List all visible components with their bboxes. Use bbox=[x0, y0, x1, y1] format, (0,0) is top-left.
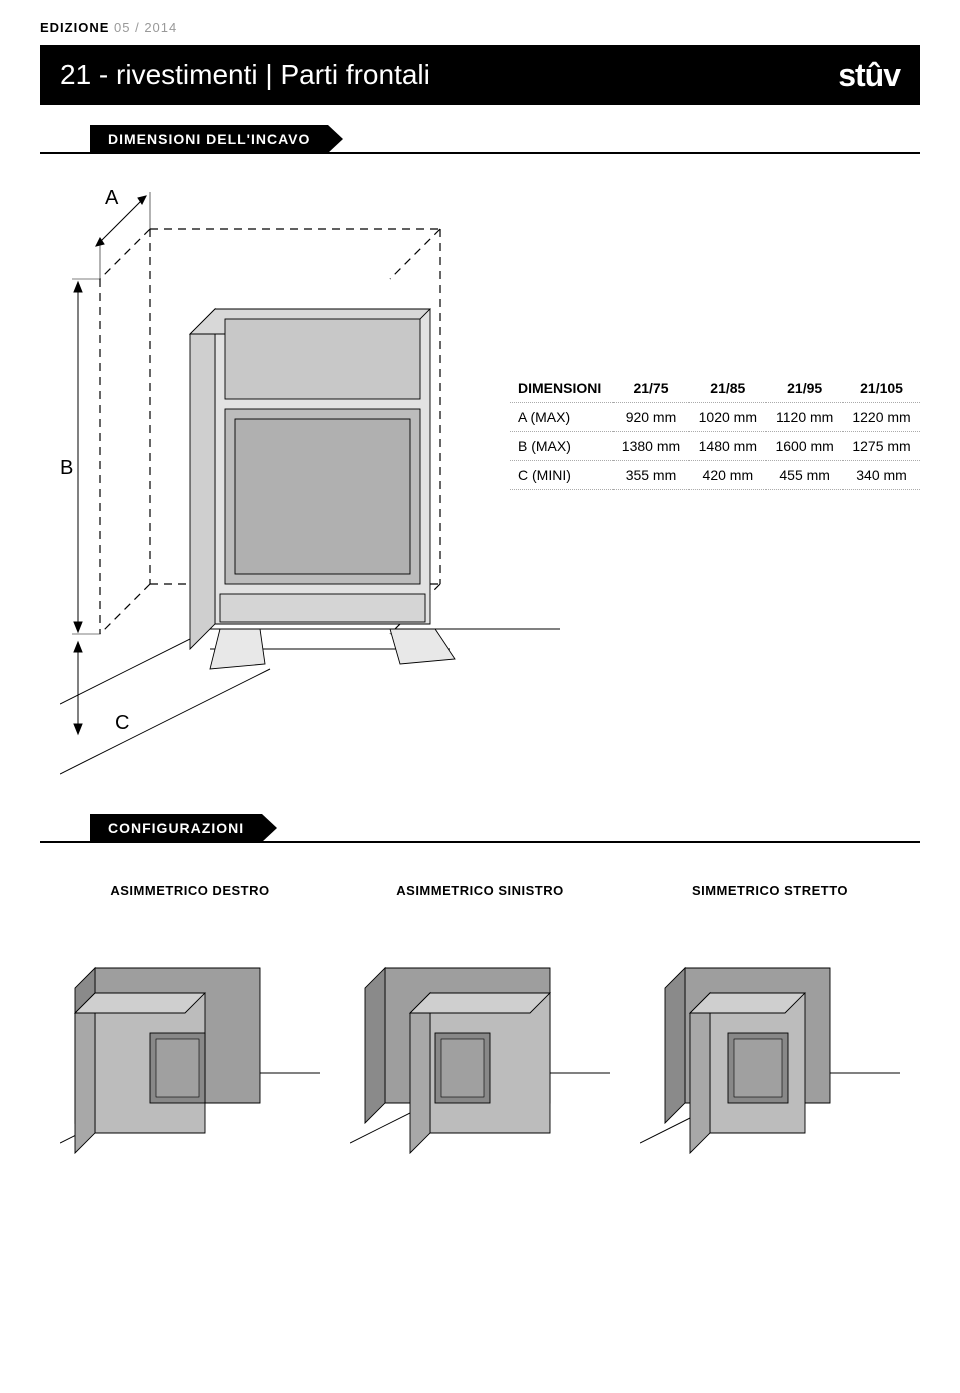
section-label-config: CONFIGURAZIONI bbox=[90, 814, 262, 842]
config-diagram-narrow bbox=[640, 933, 900, 1193]
main-diagram-area: A B C bbox=[40, 174, 920, 784]
title-bar: 21 - rivestimenti | Parti frontali stûv bbox=[40, 45, 920, 105]
config-block-narrow: SIMMETRICO STRETTO bbox=[630, 883, 910, 1198]
row-val: 1220 mm bbox=[843, 403, 920, 432]
table-row: A (MAX) 920 mm 1020 mm 1120 mm 1220 mm bbox=[510, 403, 920, 432]
row-val: 455 mm bbox=[766, 461, 843, 490]
recess-diagram: A B C bbox=[60, 174, 560, 784]
title-sep: | bbox=[258, 59, 281, 90]
row-label: A (MAX) bbox=[510, 403, 613, 432]
config-diagram-right bbox=[60, 933, 320, 1193]
table-row: B (MAX) 1380 mm 1480 mm 1600 mm 1275 mm bbox=[510, 432, 920, 461]
title-light: Parti frontali bbox=[280, 59, 429, 90]
row-val: 1120 mm bbox=[766, 403, 843, 432]
row-val: 1380 mm bbox=[613, 432, 690, 461]
dim-letter-c: C bbox=[115, 712, 129, 734]
table-header-row: DIMENSIONI 21/75 21/85 21/95 21/105 bbox=[510, 374, 920, 403]
row-val: 1275 mm bbox=[843, 432, 920, 461]
table-row: C (MINI) 355 mm 420 mm 455 mm 340 mm bbox=[510, 461, 920, 490]
config-label: ASIMMETRICO SINISTRO bbox=[340, 883, 620, 898]
row-val: 420 mm bbox=[689, 461, 766, 490]
page-title: 21 - rivestimenti | Parti frontali bbox=[60, 59, 430, 91]
config-diagram-left bbox=[350, 933, 610, 1193]
config-block-right: ASIMMETRICO DESTRO bbox=[50, 883, 330, 1198]
row-label: C (MINI) bbox=[510, 461, 613, 490]
dim-letter-a: A bbox=[105, 187, 119, 209]
section-label-dimensioni: DIMENSIONI DELL'INCAVO bbox=[90, 125, 328, 153]
configurations-row: ASIMMETRICO DESTRO ASIMMETRICO SINISTRO bbox=[40, 883, 920, 1198]
brand-logo: stûv bbox=[838, 57, 900, 94]
table-header-label: DIMENSIONI bbox=[510, 374, 613, 403]
edition-value: 05 / 2014 bbox=[114, 20, 177, 35]
row-val: 1020 mm bbox=[689, 403, 766, 432]
table-col-2: 21/95 bbox=[766, 374, 843, 403]
row-val: 1600 mm bbox=[766, 432, 843, 461]
table-col-1: 21/85 bbox=[689, 374, 766, 403]
row-val: 1480 mm bbox=[689, 432, 766, 461]
config-label: SIMMETRICO STRETTO bbox=[630, 883, 910, 898]
row-label: B (MAX) bbox=[510, 432, 613, 461]
config-label: ASIMMETRICO DESTRO bbox=[50, 883, 330, 898]
edition-label: EDIZIONE bbox=[40, 20, 109, 35]
title-bold: 21 - rivestimenti bbox=[60, 59, 258, 90]
table-col-0: 21/75 bbox=[613, 374, 690, 403]
row-val: 340 mm bbox=[843, 461, 920, 490]
edition-line: EDIZIONE 05 / 2014 bbox=[40, 20, 920, 35]
dim-letter-b: B bbox=[60, 457, 73, 479]
row-val: 920 mm bbox=[613, 403, 690, 432]
table-col-3: 21/105 bbox=[843, 374, 920, 403]
row-val: 355 mm bbox=[613, 461, 690, 490]
dimension-table: DIMENSIONI 21/75 21/85 21/95 21/105 A (M… bbox=[510, 374, 920, 490]
config-block-left: ASIMMETRICO SINISTRO bbox=[340, 883, 620, 1198]
